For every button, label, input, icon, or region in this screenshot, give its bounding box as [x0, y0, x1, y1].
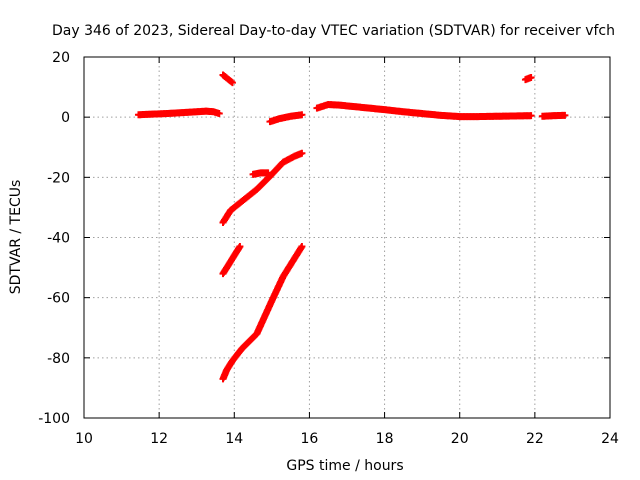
- data-points: [134, 71, 569, 383]
- tick-marks: [83, 56, 611, 419]
- series-5: [219, 243, 306, 383]
- data-point: [264, 169, 272, 177]
- data-point: [228, 79, 236, 87]
- series-3: [219, 149, 306, 226]
- x-tick-labels: 10 12 14 16 18 20 22 24: [75, 431, 619, 447]
- data-point: [561, 111, 569, 119]
- data-point: [236, 243, 244, 251]
- data-point: [298, 111, 306, 119]
- data-point: [298, 149, 306, 157]
- y-tick-label: -60: [47, 291, 70, 307]
- x-tick-label: 14: [225, 431, 243, 447]
- x-tick-label: 24: [601, 431, 619, 447]
- data-point: [527, 112, 535, 120]
- series-8: [313, 101, 535, 121]
- x-tick-label: 16: [301, 431, 319, 447]
- y-tick-label: 0: [61, 110, 70, 126]
- data-point: [527, 73, 535, 81]
- series-2: [219, 71, 236, 87]
- y-tick-label: 20: [52, 50, 70, 66]
- chart-title: Day 346 of 2023, Sidereal Day-to-day VTE…: [52, 23, 615, 39]
- series-9: [521, 73, 535, 84]
- y-tick-label: -100: [38, 411, 70, 427]
- series-4: [219, 243, 244, 278]
- y-axis-label: SDTVAR / TECUs: [8, 180, 24, 295]
- x-axis-label: GPS time / hours: [286, 458, 403, 474]
- y-tick-labels: -100 -80 -60 -40 -20 0 20: [38, 50, 70, 427]
- y-tick-label: -20: [47, 170, 70, 186]
- data-point: [298, 243, 306, 251]
- series-1: [134, 107, 223, 119]
- x-tick-label: 12: [150, 431, 168, 447]
- series-7: [266, 111, 306, 126]
- y-tick-label: -80: [47, 351, 70, 367]
- x-tick-label: 10: [75, 431, 93, 447]
- grid: [84, 57, 610, 418]
- x-tick-label: 22: [526, 431, 544, 447]
- x-tick-label: 20: [451, 431, 469, 447]
- x-tick-label: 18: [376, 431, 394, 447]
- series-10: [538, 111, 569, 120]
- y-tick-label: -40: [47, 231, 70, 247]
- series-6: [249, 169, 272, 178]
- data-point: [215, 110, 223, 118]
